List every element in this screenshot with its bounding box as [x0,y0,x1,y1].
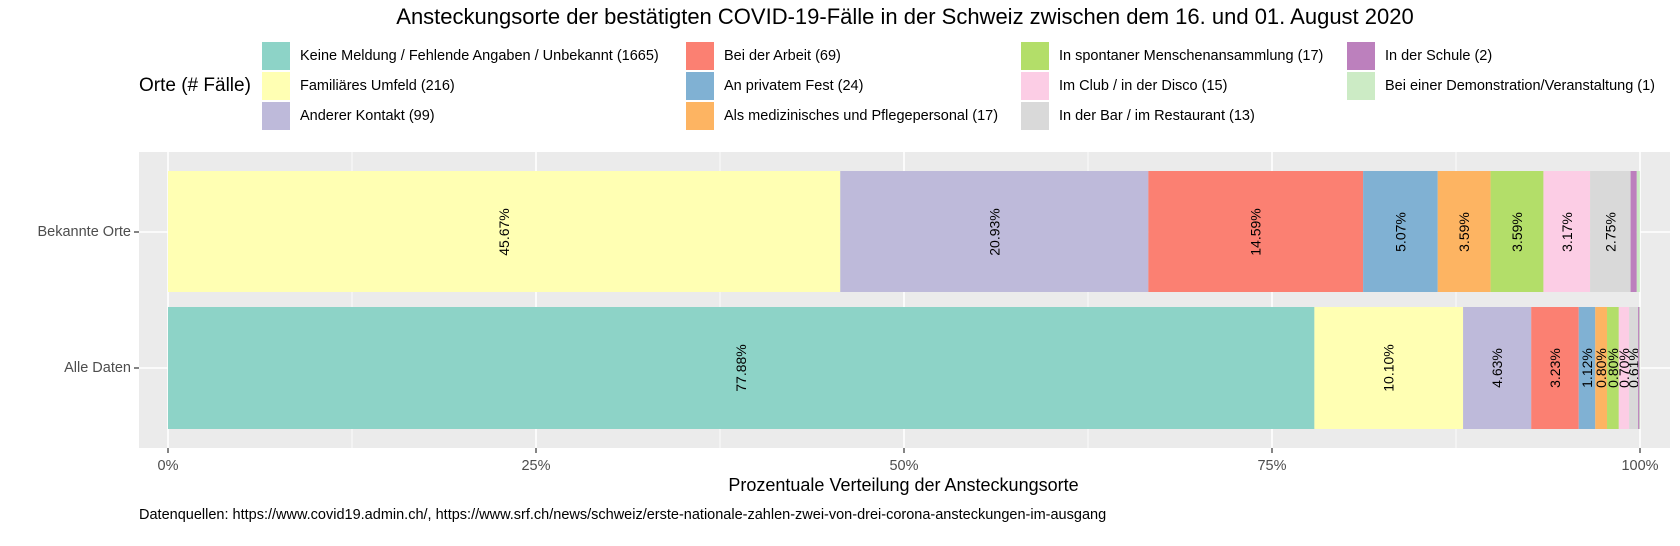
legend-item-familiaeres-umfeld: Familiäres Umfeld (216) [262,72,455,100]
bar-data-label: 14.59% [1248,208,1264,255]
legend-item-schule: In der Schule (2) [1347,42,1492,70]
legend-label: An privatem Fest (24) [724,78,864,94]
legend-label: In der Bar / im Restaurant (13) [1059,108,1255,124]
bar-segment [1578,307,1596,429]
bar-segment [1363,171,1438,292]
legend-key-bei-der-arbeit [686,42,714,70]
legend-item-anderer-kontakt: Anderer Kontakt (99) [262,102,435,130]
legend-item-menschenansammlung: In spontaner Menschenansammlung (17) [1021,42,1323,70]
bar-segment [1618,307,1630,429]
legend-key-anderer-kontakt [262,102,290,130]
bar-data-label: 0.80% [1593,348,1609,388]
legend-label: In spontaner Menschenansammlung (17) [1059,48,1324,64]
bar-segment [168,171,841,292]
legend-label: Anderer Kontakt (99) [300,108,435,124]
bar-data-label: 77.88% [733,344,749,391]
legend-title: Orte (# Fälle) [139,75,251,96]
legend-key-menschenansammlung [1021,42,1049,70]
legend-item-bei-der-arbeit: Bei der Arbeit (69) [686,42,841,70]
legend-label: Im Club / in der Disco (15) [1059,78,1228,94]
bar-data-label: 3.23% [1547,348,1563,388]
legend-key-privates-fest [686,72,714,100]
bar-data-label: 10.10% [1381,344,1397,391]
bar-segment [1636,171,1640,292]
bar-segment [1463,307,1532,429]
x-axis-tick-label: 100% [1621,458,1658,474]
legend-key-bar-restaurant [1021,102,1049,130]
bar-data-label: 4.63% [1489,348,1505,388]
bar-data-label: 5.07% [1392,212,1408,252]
legend-key-club-disco [1021,72,1049,100]
legend-item-medizinisches-personal: Als medizinisches und Pflegepersonal (17… [686,102,998,130]
legend-label: Als medizinisches und Pflegepersonal (17… [724,108,999,124]
legend-key-keine-meldung [262,42,290,70]
bar-segment [1607,307,1619,429]
bar-data-label: 3.59% [1509,212,1525,252]
bar-data-label: 20.93% [986,208,1002,255]
legend-label: Bei einer Demonstration/Veranstaltung (1… [1385,78,1656,94]
legend-label: Bei der Arbeit (69) [724,48,841,64]
legend-key-medizinisches-personal [686,102,714,130]
x-axis-tick-label: 0% [158,458,179,474]
legend-label: Keine Meldung / Fehlende Angaben / Unbek… [300,48,659,64]
legend-item-club-disco: Im Club / in der Disco (15) [1021,72,1227,100]
bar-segment [1590,171,1631,292]
x-axis-tick-label: 50% [889,458,918,474]
legend-label: Familiäres Umfeld (216) [300,78,455,94]
legend-key-familiaeres-umfeld [262,72,290,100]
y-axis-tick-label: Bekannte Orte [38,224,132,240]
legend-item-demonstration: Bei einer Demonstration/Veranstaltung (1… [1347,72,1655,100]
bar-segment [1630,171,1637,292]
legend-item-privates-fest: An privatem Fest (24) [686,72,863,100]
bar-segment [1490,171,1544,292]
bar-segment [1314,307,1464,429]
legend-label: In der Schule (2) [1385,48,1493,64]
legend-item-bar-restaurant: In der Bar / im Restaurant (13) [1021,102,1255,130]
bar-data-label: 45.67% [496,208,512,255]
bar-data-label: 0.70% [1616,348,1632,388]
bar-segment [1531,307,1579,429]
bar-segment [1638,307,1640,429]
bar-segment [840,171,1149,292]
bar-data-label: 2.75% [1602,212,1618,252]
bar-data-label: 0.61% [1626,348,1642,388]
bar-segment [1629,307,1639,429]
y-axis-tick-label: Alle Daten [64,360,131,376]
legend-item-keine-meldung: Keine Meldung / Fehlende Angaben / Unbek… [262,42,659,70]
x-axis-tick-label: 25% [521,458,550,474]
bar-segment [1595,307,1608,429]
bar-segment [1437,171,1491,292]
bar-segment [1543,171,1591,292]
bar-data-label: 3.59% [1456,212,1472,252]
bar-segment [1148,171,1364,292]
bar-segment [168,307,1315,429]
bar-segment [1639,307,1641,429]
legend-key-demonstration [1347,72,1375,100]
chart-title: Ansteckungsorte der bestätigten COVID-19… [396,4,1414,29]
bar-data-label: 1.12% [1579,348,1595,388]
legend-key-schule [1347,42,1375,70]
bar-data-label: 0.80% [1605,348,1621,388]
data-sources-caption: Datenquellen: https://www.covid19.admin.… [139,507,1107,523]
x-axis-title: Prozentuale Verteilung der Ansteckungsor… [728,475,1078,495]
x-axis-tick-label: 75% [1257,458,1286,474]
bar-data-label: 3.17% [1559,212,1575,252]
